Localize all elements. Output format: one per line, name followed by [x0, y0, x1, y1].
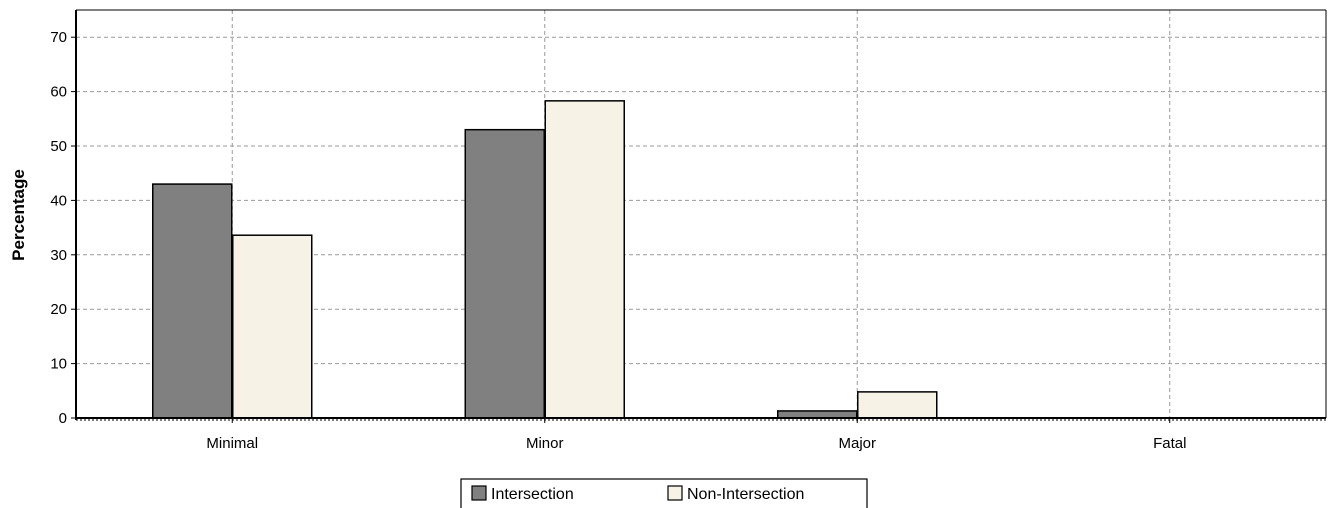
x-tick-label: Fatal	[1153, 435, 1186, 452]
bars-layer	[152, 100, 938, 419]
y-tick-label: 0	[59, 410, 67, 427]
y-tick-label: 20	[50, 301, 67, 318]
bar-non-intersection-minor	[544, 100, 625, 419]
y-tick-label: 70	[50, 29, 67, 46]
bar-non-intersection-major	[857, 391, 938, 419]
y-tick-label: 10	[50, 356, 67, 373]
legend: Intersection Non-Intersection	[460, 478, 868, 508]
axes-layer	[75, 9, 1327, 421]
bar-intersection-major	[777, 410, 858, 419]
bar-non-intersection-minimal	[232, 234, 313, 419]
legend-box	[460, 478, 868, 508]
legend-label: Intersection	[491, 486, 574, 503]
y-tick-label: 50	[50, 138, 67, 155]
bar-intersection-minimal	[152, 183, 233, 419]
legend-swatch	[667, 485, 683, 501]
x-tick-label: Minimal	[206, 435, 258, 452]
legend-label: Non-Intersection	[687, 486, 804, 503]
legend-swatch	[471, 485, 487, 501]
bar-intersection-minor	[464, 128, 545, 419]
x-tick-label: Major	[838, 435, 876, 452]
ticks-layer: 0 10 20 30 40 50 60 70 Minimal Minor Major Fatal	[50, 29, 1186, 452]
y-tick-label: 60	[50, 84, 67, 101]
x-tick-label: Minor	[526, 435, 564, 452]
y-tick-label: 40	[50, 192, 67, 209]
y-axis-title: Percentage	[9, 169, 28, 261]
y-tick-label: 30	[50, 247, 67, 264]
